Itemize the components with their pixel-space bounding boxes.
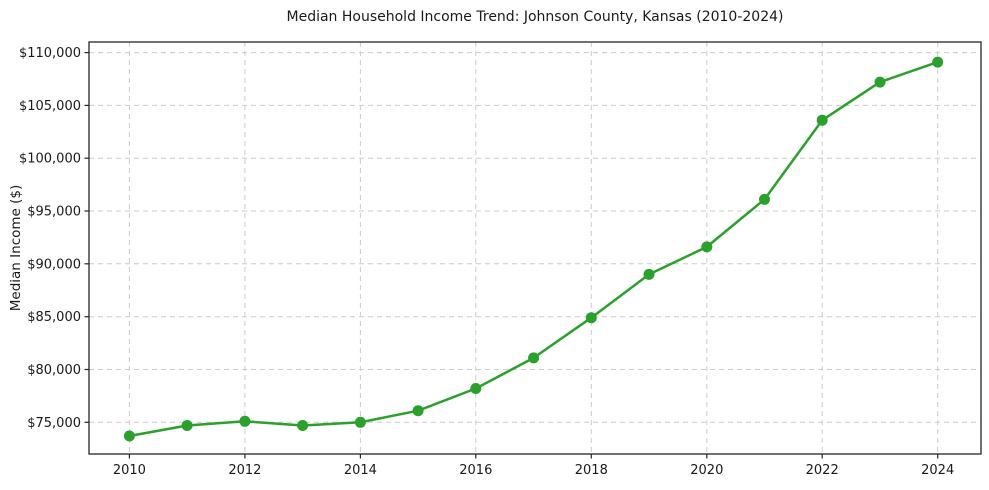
y-tick-label: $75,000 [27,416,81,431]
data-point-markers [123,56,944,442]
x-tick-label: 2016 [459,463,492,478]
chart-title: Median Household Income Trend: Johnson C… [286,9,784,25]
data-point [585,312,597,324]
income-trend-line [128,60,939,438]
y-tick-label: $90,000 [27,257,81,272]
y-tick-label: $95,000 [27,205,81,220]
grid-lines [89,42,981,454]
y-tick-label: $80,000 [27,363,81,378]
data-point [759,193,770,205]
y-tick-label: $110,000 [19,46,81,61]
plot-border [88,41,982,455]
data-point [354,416,366,428]
y-tick-label: $105,000 [19,99,81,114]
data-point [643,268,655,280]
data-point [412,405,424,417]
data-point [816,114,828,126]
data-point [701,241,713,253]
data-point [874,76,886,88]
x-tick-label: 2020 [690,463,723,478]
x-tick-label: 2018 [575,463,608,478]
data-point [239,415,251,427]
axis-ticks [84,51,939,459]
x-tick-label: 2010 [113,463,146,478]
x-tick-label: 2012 [228,463,261,478]
data-point [932,56,944,68]
data-point [528,352,540,364]
y-tick-label: $85,000 [27,310,81,325]
axis-tick-labels: $75,000 $80,000 $85,000 $90,000 $95,000 $100,… [19,46,954,478]
x-tick-label: 2024 [921,463,954,478]
y-tick-label: $100,000 [19,152,81,167]
data-point [470,383,482,394]
data-point [181,420,193,431]
x-tick-label: 2022 [806,463,839,478]
data-point [123,430,135,442]
x-tick-label: 2014 [344,463,377,478]
data-point [297,420,309,431]
